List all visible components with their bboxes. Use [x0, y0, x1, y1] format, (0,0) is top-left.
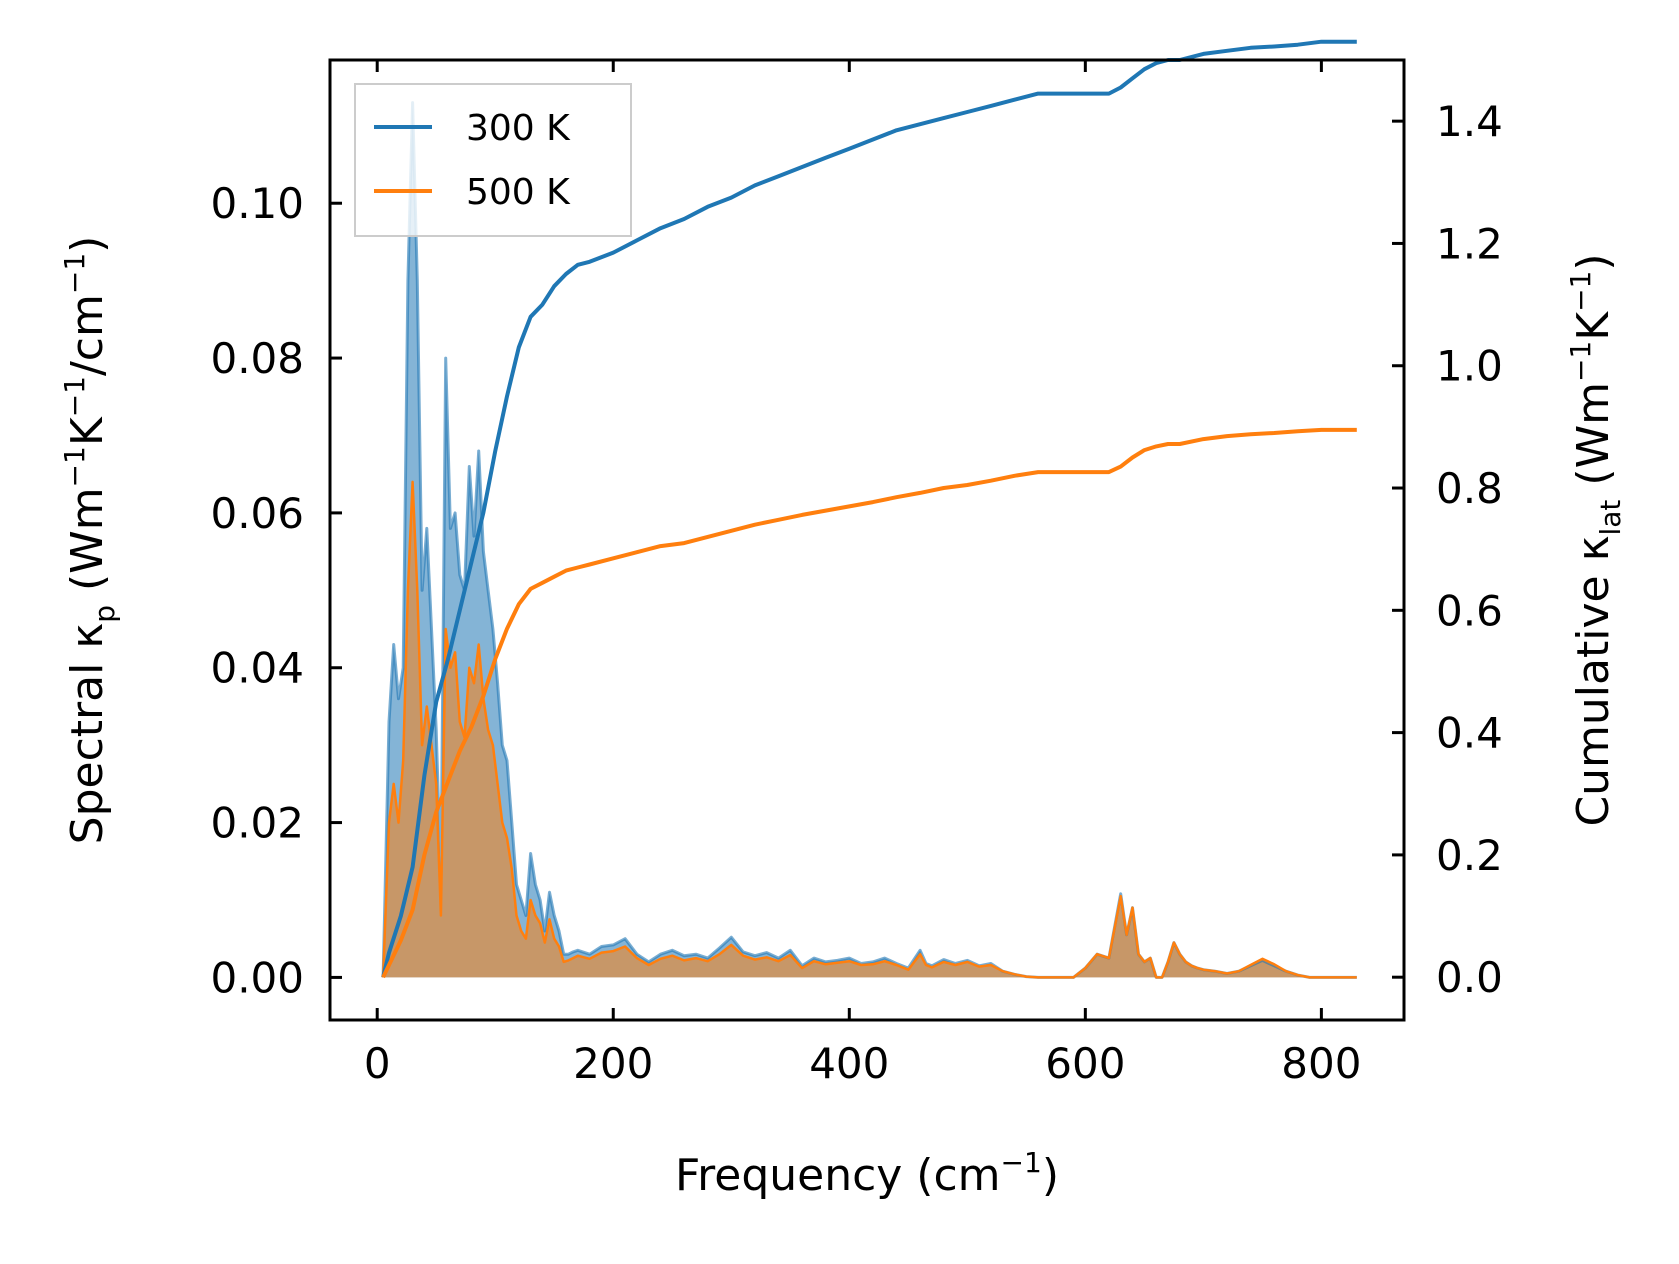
y-axis-right-label: Cumulative κlat (Wm−1K−1)	[1564, 253, 1627, 826]
y-axis-left-label: Spectral κp (Wm−1K−1/cm−1)	[58, 236, 121, 845]
y-axis-left: 0.00 0.02 0.04 0.06 0.08 0.10	[210, 179, 342, 1002]
legend-box	[354, 83, 632, 237]
y-left-tick-label: 0.06	[210, 489, 304, 538]
legend-label-300k: 300 K	[466, 108, 571, 149]
y-right-tick-label: 0.2	[1436, 831, 1503, 880]
legend-label-500k: 500 K	[466, 172, 571, 213]
x-axis-label: Frequency (cm−1)	[675, 1146, 1059, 1201]
x-axis: 0 200 400 600 800	[364, 60, 1361, 1088]
axes-frame	[328, 58, 1406, 1022]
y-right-tick-label: 0.0	[1436, 953, 1503, 1002]
x-tick-label: 400	[809, 1039, 889, 1088]
spectral-line-500k	[381, 480, 1357, 979]
x-tick-label: 200	[573, 1039, 653, 1088]
y-left-tick-label: 0.10	[210, 179, 304, 228]
cumulative-line-500k	[381, 427, 1357, 979]
x-tick-label: 0	[364, 1039, 391, 1088]
y-axis-right: 0.0 0.2 0.4 0.6 0.8 1.0 1.2 1.4	[1392, 97, 1503, 1002]
y-left-tick-label: 0.00	[210, 953, 304, 1002]
y-right-tick-label: 0.6	[1436, 586, 1503, 635]
y-left-tick-label: 0.08	[210, 334, 304, 383]
y-left-tick-label: 0.02	[210, 799, 304, 848]
legend: 300 K 500 K	[354, 83, 632, 237]
x-tick-label: 800	[1281, 1039, 1361, 1088]
y-right-tick-label: 1.0	[1436, 342, 1503, 391]
y-right-tick-label: 0.4	[1436, 709, 1503, 758]
y-right-tick-label: 1.4	[1436, 97, 1503, 146]
spectral-area-500k	[383, 481, 1357, 978]
y-right-tick-label: 1.2	[1436, 219, 1503, 268]
y-right-tick-label: 0.8	[1436, 464, 1503, 513]
y-left-tick-label: 0.04	[210, 644, 304, 693]
x-tick-label: 600	[1045, 1039, 1125, 1088]
